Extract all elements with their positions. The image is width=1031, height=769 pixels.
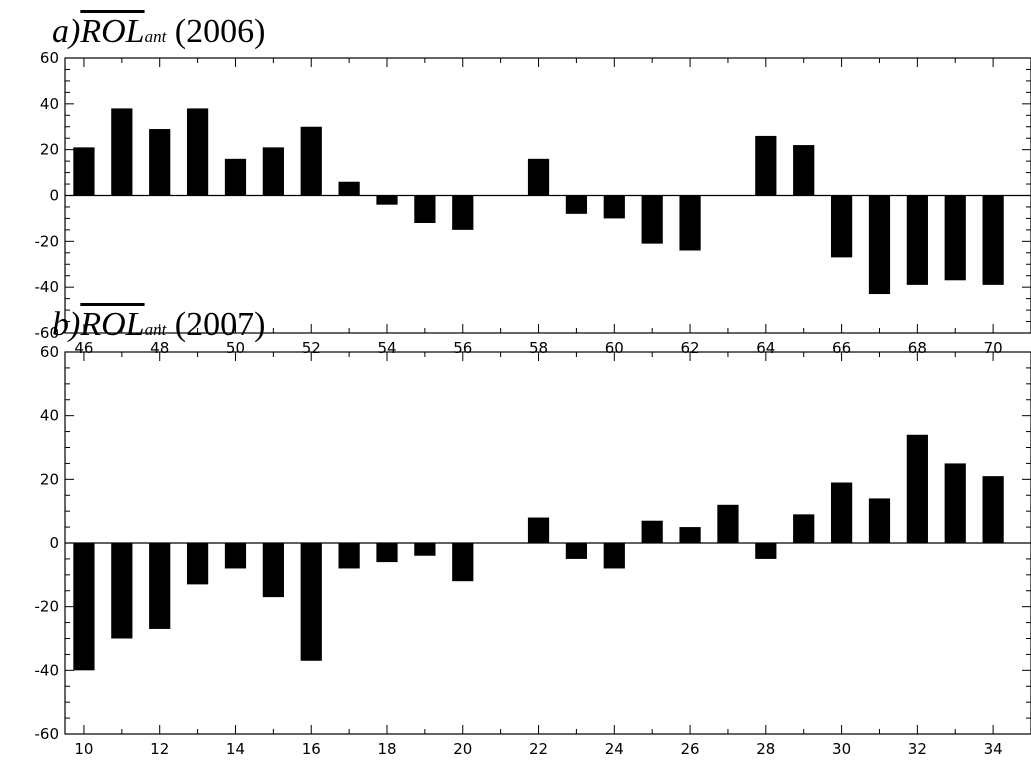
chart-a-y-tick-label: -40 [35,278,60,296]
chart-b-x-tick-label: 28 [756,740,775,758]
chart-b-x-tick-label: 18 [377,740,396,758]
chart-b-bar-34 [982,476,1004,543]
chart-b-y-tick-label: -40 [35,661,60,679]
chart-b-bar-27 [717,504,739,543]
chart-a-y-tick-label: -20 [35,232,60,250]
chart-a-bar-61 [641,195,663,244]
chart-b-x-tick-label: 12 [150,740,169,758]
chart-b-y-tick-label: -20 [35,598,60,616]
chart-a-title-sub: ant [144,27,167,46]
chart-b-title-prefix: b) [52,306,81,343]
chart-a-y-tick-label: 60 [40,49,59,67]
chart-a-bar-50 [224,158,247,196]
chart-b-bar-25 [641,520,663,543]
chart-a-y-tick-label: 0 [49,187,59,205]
chart-a-bar-47 [111,108,133,196]
chart-b-x-tick-label: 10 [74,740,93,758]
chart-b-title-sub: ant [144,320,167,339]
chart-b-x-tick-label: 20 [453,740,472,758]
chart-a-bar-53 [338,181,360,196]
chart-a-bar-68 [906,195,928,285]
chart-b-title-year: (2007) [174,306,266,343]
chart-b-bar-29 [793,514,815,543]
chart-a-bar-56 [452,195,474,230]
chart-b-bar-11 [111,543,133,639]
chart-a-bar-62 [679,195,701,251]
chart-b-x-tick-label: 30 [832,740,851,758]
chart-b-y-tick-label: 0 [49,534,59,552]
chart-a-bar-66 [830,195,853,258]
chart-b-bar-16 [300,543,322,661]
chart-b-bar-33 [944,463,966,543]
chart-b-y-tick-label: 20 [40,470,59,488]
chart-b-bar-14 [224,543,247,569]
chart-b-bar-32 [906,434,928,543]
chart-a-title-prefix: a) [52,13,81,50]
chart-a-y-tick-label: 20 [40,141,59,159]
chart-a-bar-46 [73,147,95,196]
chart-b-y-tick-label: 60 [40,343,59,361]
chart-b-x-tick-label: 24 [605,740,624,758]
chart-b-bar-13 [186,543,209,585]
chart-b-bar-22 [527,517,550,543]
chart-a-y-tick-label: -60 [35,324,60,342]
chart-b-x-tick-label: 22 [529,740,548,758]
chart-b-y-tick-label: 40 [40,407,59,425]
chart-b-y-tick-label: -60 [35,725,60,743]
chart-b-x-tick-label: 32 [908,740,927,758]
chart-a-bar-67 [868,195,891,295]
chart-b-bar-28 [755,543,777,559]
chart-b-bar-18 [376,543,398,563]
chart-a-bar-58 [527,158,550,196]
chart-b-bar-30 [830,482,853,543]
chart-a-bar-60 [603,195,625,219]
chart-b-bar-19 [414,543,436,556]
chart-a-bar-54 [376,195,398,205]
chart-a-y-tick-label: 40 [40,95,59,113]
chart-b-bar-12 [149,543,171,629]
chart-a-title-var: ROL [80,13,145,50]
chart-b-bar-31 [868,498,891,543]
chart-b-x-tick-label: 16 [302,740,321,758]
chart-a-bar-65 [793,145,815,196]
chart-a-bar-49 [186,108,209,196]
chart-b-bar-15 [262,543,284,598]
chart-b-x-tick-label: 14 [226,740,245,758]
chart-a-bar-52 [300,126,322,196]
chart-a-bar-48 [149,129,171,196]
chart-a-bar-69 [944,195,966,281]
chart-a-bar-70 [982,195,1004,285]
chart-b-title-var: ROL [80,306,145,343]
chart-b-bar-26 [679,527,701,543]
chart-a-bar-64 [755,135,777,196]
chart-a-bar-55 [414,195,436,223]
chart-a-bar-51 [262,147,284,196]
chart-b-bar-24 [603,543,625,569]
chart-b-bar-23 [565,543,588,559]
chart-a-title: a)ROLant (2006) [52,15,265,49]
chart-b-x-tick-label: 26 [681,740,700,758]
chart-a-title-year: (2006) [174,13,266,50]
chart-b-x-tick-label: 34 [984,740,1003,758]
chart-b-bar-17 [338,543,360,569]
chart-b-bar-20 [452,543,474,582]
chart-b-bar-10 [73,543,95,671]
chart-a-bar-59 [565,195,588,214]
chart-b-title: b)ROLant (2007) [52,308,265,342]
